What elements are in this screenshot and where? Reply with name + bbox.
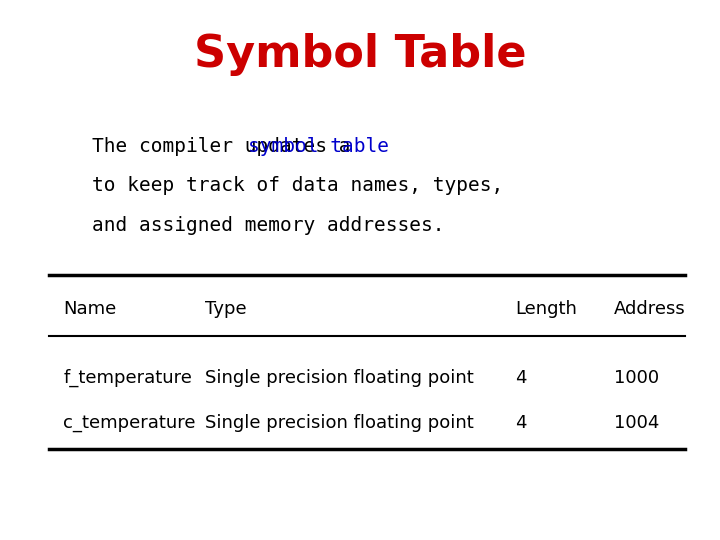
Text: c_temperature: c_temperature xyxy=(63,414,196,431)
Text: to keep track of data names, types,: to keep track of data names, types, xyxy=(91,177,503,195)
Text: The compiler updates a: The compiler updates a xyxy=(91,137,362,156)
Text: Address: Address xyxy=(614,300,686,319)
Text: 1000: 1000 xyxy=(614,369,660,387)
Text: Symbol Table: Symbol Table xyxy=(194,33,526,76)
Text: Length: Length xyxy=(516,300,577,319)
Text: 1004: 1004 xyxy=(614,414,660,431)
Text: symbol table: symbol table xyxy=(248,137,389,156)
Text: 4: 4 xyxy=(516,414,527,431)
Text: Type: Type xyxy=(204,300,246,319)
Text: Single precision floating point: Single precision floating point xyxy=(204,369,474,387)
Text: Name: Name xyxy=(63,300,117,319)
Text: Single precision floating point: Single precision floating point xyxy=(204,414,474,431)
Text: f_temperature: f_temperature xyxy=(63,369,192,387)
Text: 4: 4 xyxy=(516,369,527,387)
Text: and assigned memory addresses.: and assigned memory addresses. xyxy=(91,216,444,235)
